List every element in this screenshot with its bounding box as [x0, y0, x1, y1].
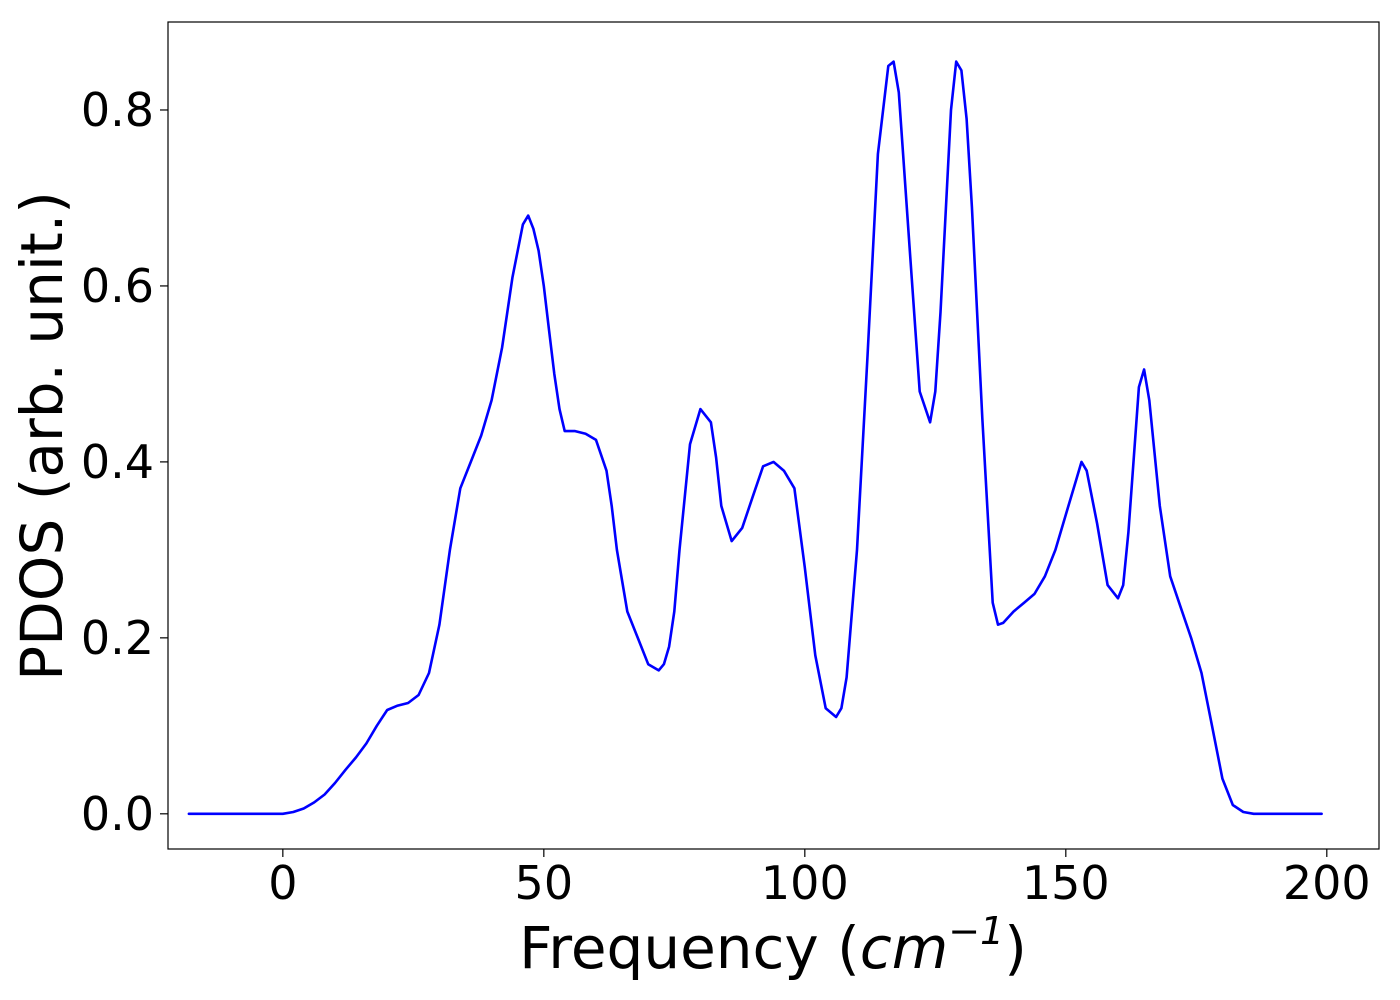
- x-tick-label: 200: [1283, 856, 1371, 910]
- x-axis-title-suffix: ): [1004, 914, 1027, 982]
- x-tick-label: 100: [761, 856, 849, 910]
- x-tick-label: 50: [515, 856, 574, 910]
- x-tick-label: 150: [1022, 856, 1110, 910]
- y-tick-label: 0.0: [81, 787, 154, 841]
- series-layer: [187, 60, 1323, 816]
- y-tick-label: 0.4: [81, 435, 154, 489]
- x-axis-title-prefix: Frequency (: [519, 914, 860, 982]
- y-tick-label: 0.8: [81, 83, 154, 137]
- x-axis-title-unit: cm: [860, 914, 948, 982]
- y-axis-title: PDOS (arb. unit.): [8, 191, 76, 681]
- y-tick-label: 0.2: [81, 611, 154, 665]
- x-tick-label: 0: [268, 856, 297, 910]
- y-tick-label: 0.6: [81, 259, 154, 313]
- x-axis-ticks: 0 50 100 150 200: [268, 849, 1371, 910]
- x-axis-title: Frequency (cm−1): [519, 909, 1027, 982]
- plot-area: [167, 21, 1380, 850]
- y-axis-ticks: 0.0 0.2 0.4 0.6 0.8: [81, 83, 168, 841]
- series-line-0: [187, 60, 1323, 816]
- x-axis-title-exponent: −1: [948, 909, 1004, 953]
